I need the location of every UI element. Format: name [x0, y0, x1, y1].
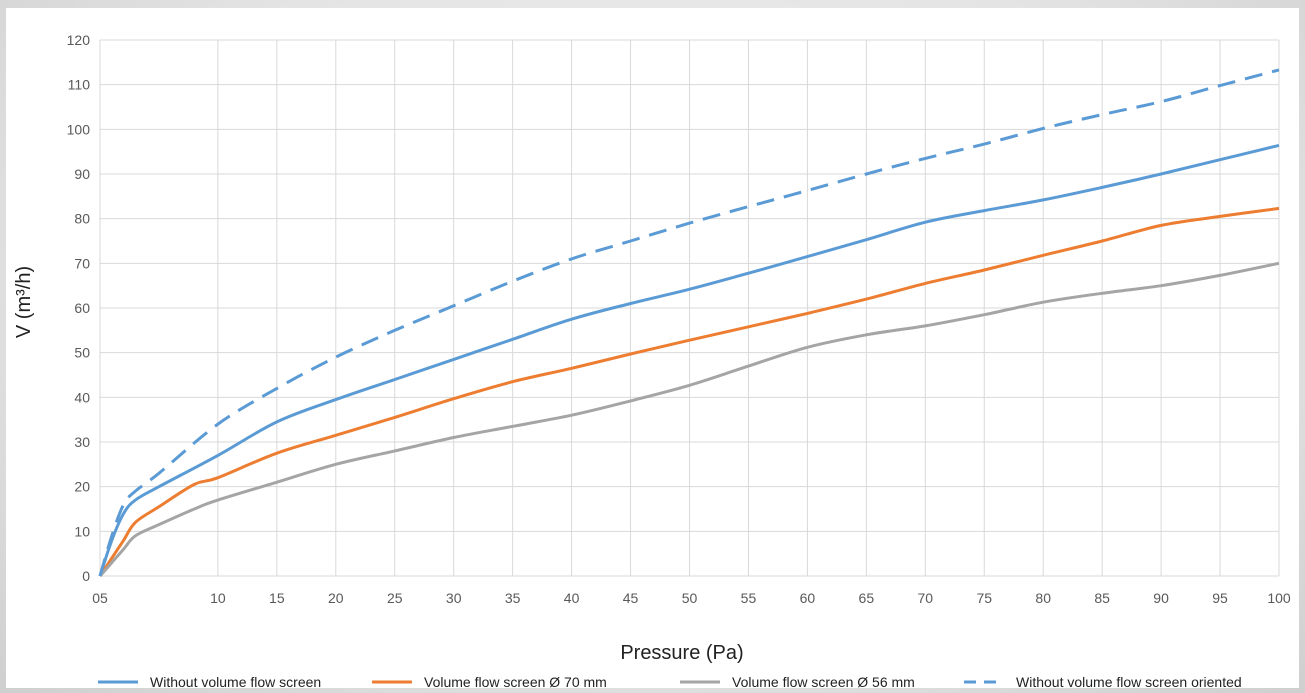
series-lines: [98, 68, 1280, 578]
y-tick-label: 0: [82, 568, 90, 584]
x-tick-label: 05: [92, 590, 108, 606]
x-tick-label: 20: [328, 590, 344, 606]
y-tick-label: 80: [74, 211, 90, 227]
x-tick-label: 15: [269, 590, 285, 606]
legend: Without volume flow screen Volume flow sc…: [98, 674, 1242, 688]
x-tick-label: 65: [859, 590, 875, 606]
x-axis-title: Pressure (Pa): [620, 642, 743, 664]
legend-label: Without volume flow screen oriented: [1016, 674, 1242, 688]
x-tick-label: 60: [800, 590, 816, 606]
y-tick-label: 30: [74, 434, 90, 450]
y-tick-label: 70: [74, 255, 90, 271]
x-tick-label: 90: [1153, 590, 1169, 606]
line-chart: 0 10 20 30 40 50 60 70 80 90 100 110 120 05 10 15 20 25 3…: [13, 32, 1291, 688]
legend-label: Without volume flow screen: [150, 674, 321, 688]
x-tick-label: 85: [1094, 590, 1110, 606]
series-line: [98, 143, 1280, 577]
series-line: [98, 206, 1280, 577]
y-tick-label: 120: [67, 32, 91, 48]
x-tick-label: 30: [446, 590, 462, 606]
series-line: [98, 68, 1280, 577]
y-axis-title: V (m³/h): [13, 266, 35, 338]
legend-label: Volume flow screen Ø 56 mm: [732, 674, 915, 688]
x-tick-label: 10: [210, 590, 226, 606]
x-tick-label: 50: [682, 590, 698, 606]
grid-lines: [99, 39, 1280, 577]
y-tick-label: 20: [74, 479, 90, 495]
x-tick-label: 70: [918, 590, 934, 606]
x-tick-label: 40: [564, 590, 580, 606]
y-tick-labels: 0 10 20 30 40 50 60 70 80 90 100 110 120: [67, 32, 91, 584]
x-tick-label: 55: [741, 590, 757, 606]
x-tick-label: 35: [505, 590, 521, 606]
x-tick-label: 75: [976, 590, 992, 606]
x-tick-label: 45: [623, 590, 639, 606]
x-tick-label: 100: [1267, 590, 1291, 606]
legend-label: Volume flow screen Ø 70 mm: [424, 674, 607, 688]
x-tick-labels: 05 10 15 20 25 30 35 40 45 50 55 60 65 70 75 80 85 90 95 10…: [92, 590, 1291, 606]
y-tick-label: 60: [74, 300, 90, 316]
y-tick-label: 10: [74, 523, 90, 539]
y-tick-label: 50: [74, 345, 90, 361]
y-tick-label: 110: [68, 77, 91, 93]
x-tick-label: 25: [387, 590, 403, 606]
y-tick-label: 40: [74, 389, 90, 405]
chart-panel: 0 10 20 30 40 50 60 70 80 90 100 110 120 05 10 15 20 25 3…: [6, 8, 1299, 688]
x-tick-label: 95: [1212, 590, 1228, 606]
series-line: [98, 261, 1280, 578]
x-tick-label: 80: [1035, 590, 1051, 606]
y-tick-label: 90: [74, 166, 90, 182]
y-tick-label: 100: [67, 121, 91, 137]
